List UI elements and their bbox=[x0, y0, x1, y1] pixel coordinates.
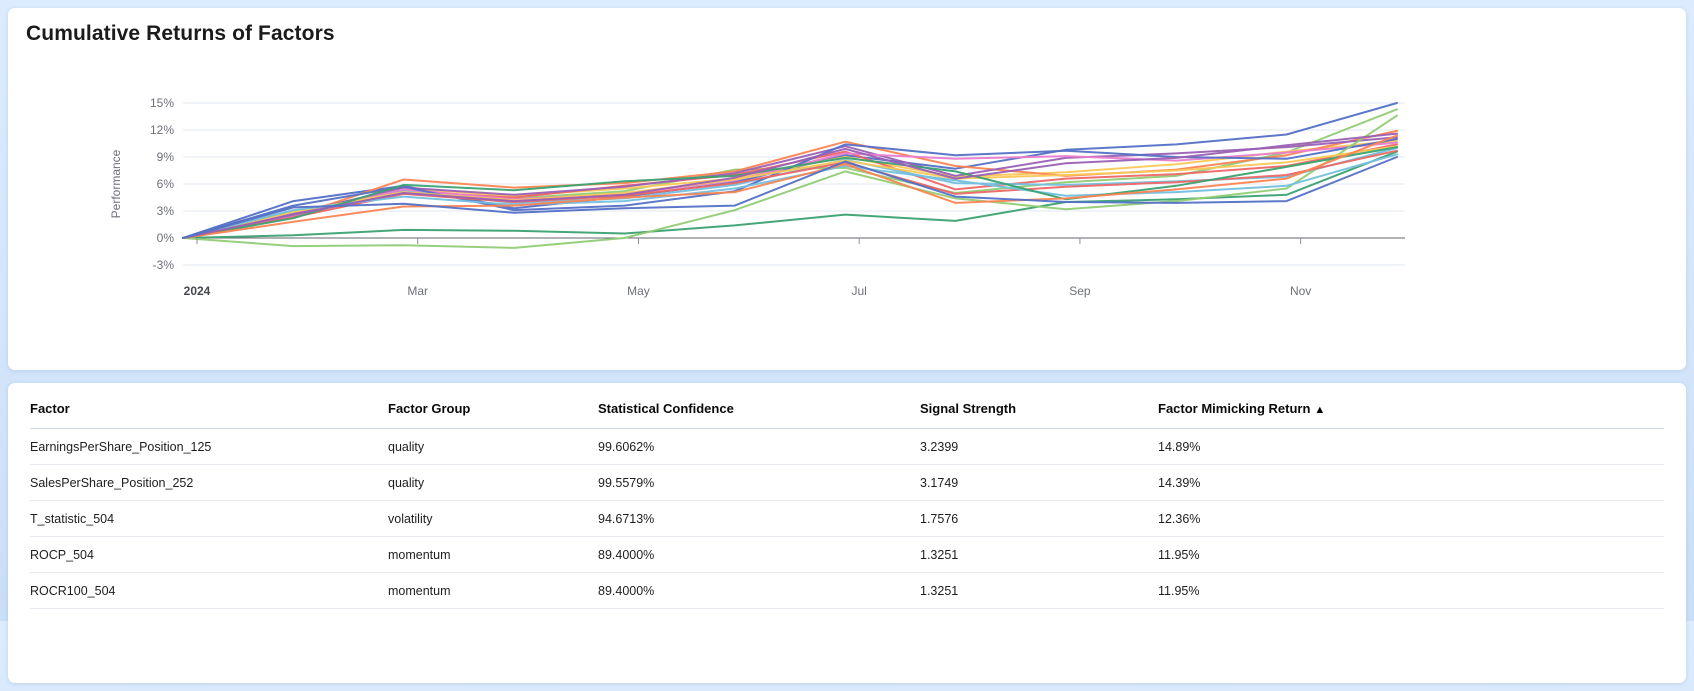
column-header-factor[interactable]: Factor bbox=[30, 383, 388, 429]
table-row[interactable]: ROCR100_504 momentum 89.4000% 1.3251 11.95% bbox=[30, 572, 1664, 609]
factor-table: Factor Factor Group Statistical Confidence… bbox=[30, 383, 1664, 609]
cell-factor-group: momentum bbox=[388, 572, 598, 609]
chart-title: Cumulative Returns of Factors bbox=[26, 22, 335, 45]
cell-signal-strength: 1.3251 bbox=[920, 572, 1158, 609]
cell-factor-group: volatility bbox=[388, 500, 598, 537]
column-header-label: Factor bbox=[30, 401, 70, 416]
cell-signal-strength: 3.2399 bbox=[920, 428, 1158, 465]
series-line-15 bbox=[182, 134, 1398, 239]
cell-statistical-confidence: 94.6713% bbox=[598, 500, 920, 537]
cell-factor: SalesPerShare_Position_252 bbox=[30, 464, 388, 501]
cell-statistical-confidence: 89.4000% bbox=[598, 572, 920, 609]
series-line-11 bbox=[182, 145, 1398, 239]
x-tick-label: Jul bbox=[852, 284, 867, 298]
cell-statistical-confidence: 99.5579% bbox=[598, 464, 920, 501]
column-header-label: Factor Mimicking Return bbox=[1158, 401, 1311, 416]
factor-table-header: Factor Factor Group Statistical Confidence… bbox=[30, 383, 1664, 429]
y-tick-label: 3% bbox=[157, 204, 175, 218]
cell-factor: EarningsPerShare_Position_125 bbox=[30, 428, 388, 465]
sort-ascending-icon: ▲ bbox=[1314, 404, 1326, 416]
cell-signal-strength: 3.1749 bbox=[920, 464, 1158, 501]
column-header-label: Factor Group bbox=[388, 401, 471, 416]
cell-factor-mimicking-return: 12.36% bbox=[1158, 500, 1664, 537]
cell-factor-mimicking-return: 11.95% bbox=[1158, 572, 1664, 609]
series-line-12 bbox=[182, 149, 1398, 239]
column-header-signal-strength[interactable]: Signal Strength bbox=[920, 383, 1158, 429]
x-tick-label: Sep bbox=[1069, 284, 1091, 298]
cell-factor-group: momentum bbox=[388, 536, 598, 573]
y-tick-label: 0% bbox=[157, 231, 175, 245]
cell-factor-mimicking-return: 14.89% bbox=[1158, 428, 1664, 465]
column-header-label: Statistical Confidence bbox=[598, 401, 734, 416]
cell-factor: ROCP_504 bbox=[30, 536, 388, 573]
y-tick-label: 6% bbox=[157, 177, 175, 191]
series-line-17 bbox=[182, 156, 1398, 239]
x-tick-label: May bbox=[627, 284, 650, 298]
chart-card: Cumulative Returns of Factors 15% 12% 9% 6%… bbox=[8, 8, 1686, 370]
x-tick-label: 2024 bbox=[184, 284, 211, 298]
table-row[interactable]: SalesPerShare_Position_252 quality 99.5579… bbox=[30, 464, 1664, 501]
table-row[interactable]: EarningsPerShare_Position_125 quality 99.6… bbox=[30, 428, 1664, 465]
cumulative-returns-line-chart: 15% 12% 9% 6% 3% 0% -3% Performance 2024 Mar May Ju… bbox=[109, 96, 1405, 298]
cell-factor-group: quality bbox=[388, 464, 598, 501]
cell-factor-mimicking-return: 14.39% bbox=[1158, 464, 1664, 501]
cell-factor: T_statistic_504 bbox=[30, 500, 388, 537]
cell-signal-strength: 1.7576 bbox=[920, 500, 1158, 537]
table-row[interactable]: ROCP_504 momentum 89.4000% 1.3251 11.95% bbox=[30, 536, 1664, 573]
column-header-label: Signal Strength bbox=[920, 401, 1017, 416]
cell-factor-mimicking-return: 11.95% bbox=[1158, 536, 1664, 573]
series-line-16 bbox=[182, 132, 1398, 239]
cell-factor: ROCR100_504 bbox=[30, 572, 388, 609]
column-header-statistical-confidence[interactable]: Statistical Confidence bbox=[598, 383, 920, 429]
y-axis-title: Performance bbox=[109, 149, 123, 218]
y-tick-label: 9% bbox=[157, 150, 175, 164]
y-tick-label: 15% bbox=[150, 96, 174, 110]
table-row[interactable]: T_statistic_504 volatility 94.6713% 1.7576 1… bbox=[30, 500, 1664, 537]
cell-statistical-confidence: 99.6062% bbox=[598, 428, 920, 465]
cell-factor-group: quality bbox=[388, 428, 598, 465]
series-line-6 bbox=[182, 129, 1398, 239]
x-tick-label: Mar bbox=[407, 284, 428, 298]
cell-signal-strength: 1.3251 bbox=[920, 536, 1158, 573]
factor-table-card: Factor Factor Group Statistical Confidence… bbox=[8, 383, 1686, 683]
y-tick-label: -3% bbox=[153, 258, 175, 272]
series-line-10 bbox=[182, 114, 1398, 249]
column-header-factor-mimicking-return[interactable]: Factor Mimicking Return ▲ bbox=[1158, 383, 1664, 429]
series-line-7 bbox=[182, 136, 1398, 239]
cell-statistical-confidence: 89.4000% bbox=[598, 536, 920, 573]
column-header-factor-group[interactable]: Factor Group bbox=[388, 383, 598, 429]
x-tick-label: Nov bbox=[1290, 284, 1311, 298]
series-line-14 bbox=[182, 146, 1398, 239]
y-tick-label: 12% bbox=[150, 123, 174, 137]
